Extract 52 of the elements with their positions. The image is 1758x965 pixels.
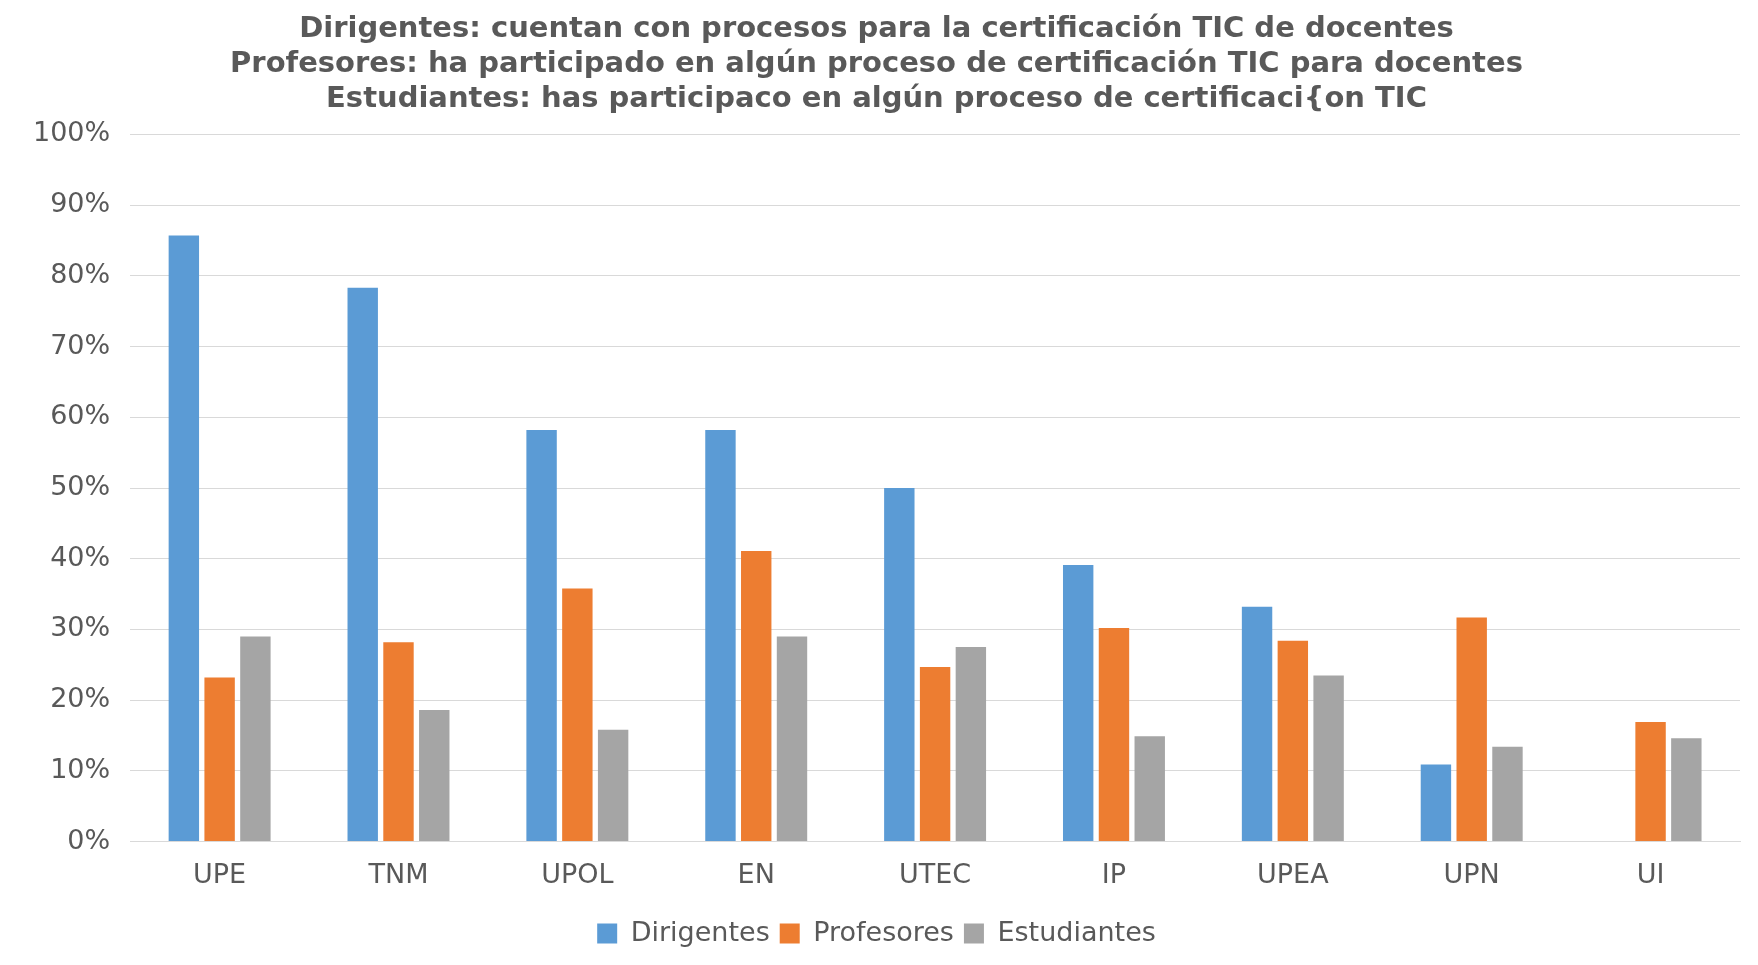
text: Profesores: ha participado en algún proceso de certificación TIC para docentes	[230, 44, 1523, 79]
y-tick-label: 90%	[50, 187, 111, 219]
x-tick-label: UPN	[1443, 857, 1500, 889]
bar	[204, 677, 235, 842]
legend-label: Profesores	[813, 915, 954, 947]
y-tick-label: 30%	[50, 611, 111, 643]
x-tick-label: EN	[737, 857, 775, 889]
bar	[776, 636, 808, 842]
bar	[419, 710, 450, 842]
bar	[526, 430, 557, 842]
bar	[705, 430, 736, 842]
bar	[597, 729, 629, 842]
bar	[741, 550, 772, 842]
x-tick-label: UI	[1636, 857, 1665, 889]
x-tick-label: UPOL	[541, 857, 614, 889]
bar	[1277, 640, 1309, 842]
bar	[1635, 722, 1666, 842]
y-tick-label: 100%	[32, 116, 111, 148]
x-tick-label: UPE	[193, 857, 247, 889]
bar	[1420, 764, 1452, 842]
x-tick-label: UPEA	[1257, 857, 1330, 889]
bar	[562, 588, 593, 842]
bar	[1062, 565, 1094, 842]
legend-label: Dirigentes	[630, 915, 770, 947]
x-tick-label: TNM	[367, 857, 429, 889]
y-tick-label: 60%	[50, 399, 111, 431]
bar	[1134, 736, 1165, 842]
y-tick-label: 80%	[50, 257, 111, 289]
bar	[1492, 746, 1523, 842]
bar	[1671, 738, 1702, 842]
bar	[1241, 606, 1273, 842]
bar	[1456, 617, 1487, 842]
legend-label: Estudiantes	[997, 915, 1156, 947]
x-tick-label: UTEC	[899, 857, 972, 889]
y-tick-label: 40%	[50, 540, 111, 572]
bar	[383, 642, 414, 842]
bar	[240, 636, 271, 842]
bar	[168, 235, 200, 842]
bar	[1098, 628, 1130, 842]
text: Estudiantes: has participaco en algún proceso de certificaci{on TIC	[326, 79, 1427, 114]
y-tick-label: 10%	[50, 752, 111, 784]
y-tick-label: 50%	[50, 470, 111, 502]
bar	[1313, 675, 1344, 842]
bar	[955, 647, 987, 842]
y-tick-label: 0%	[67, 823, 111, 855]
y-tick-label: 70%	[50, 328, 111, 360]
text: Dirigentes: cuentan con procesos para la certificación TIC de docentes	[299, 9, 1454, 44]
bar	[884, 488, 915, 842]
y-tick-label: 20%	[50, 682, 111, 714]
bar	[347, 287, 378, 842]
bar	[919, 666, 951, 842]
x-tick-label: IP	[1101, 857, 1127, 889]
